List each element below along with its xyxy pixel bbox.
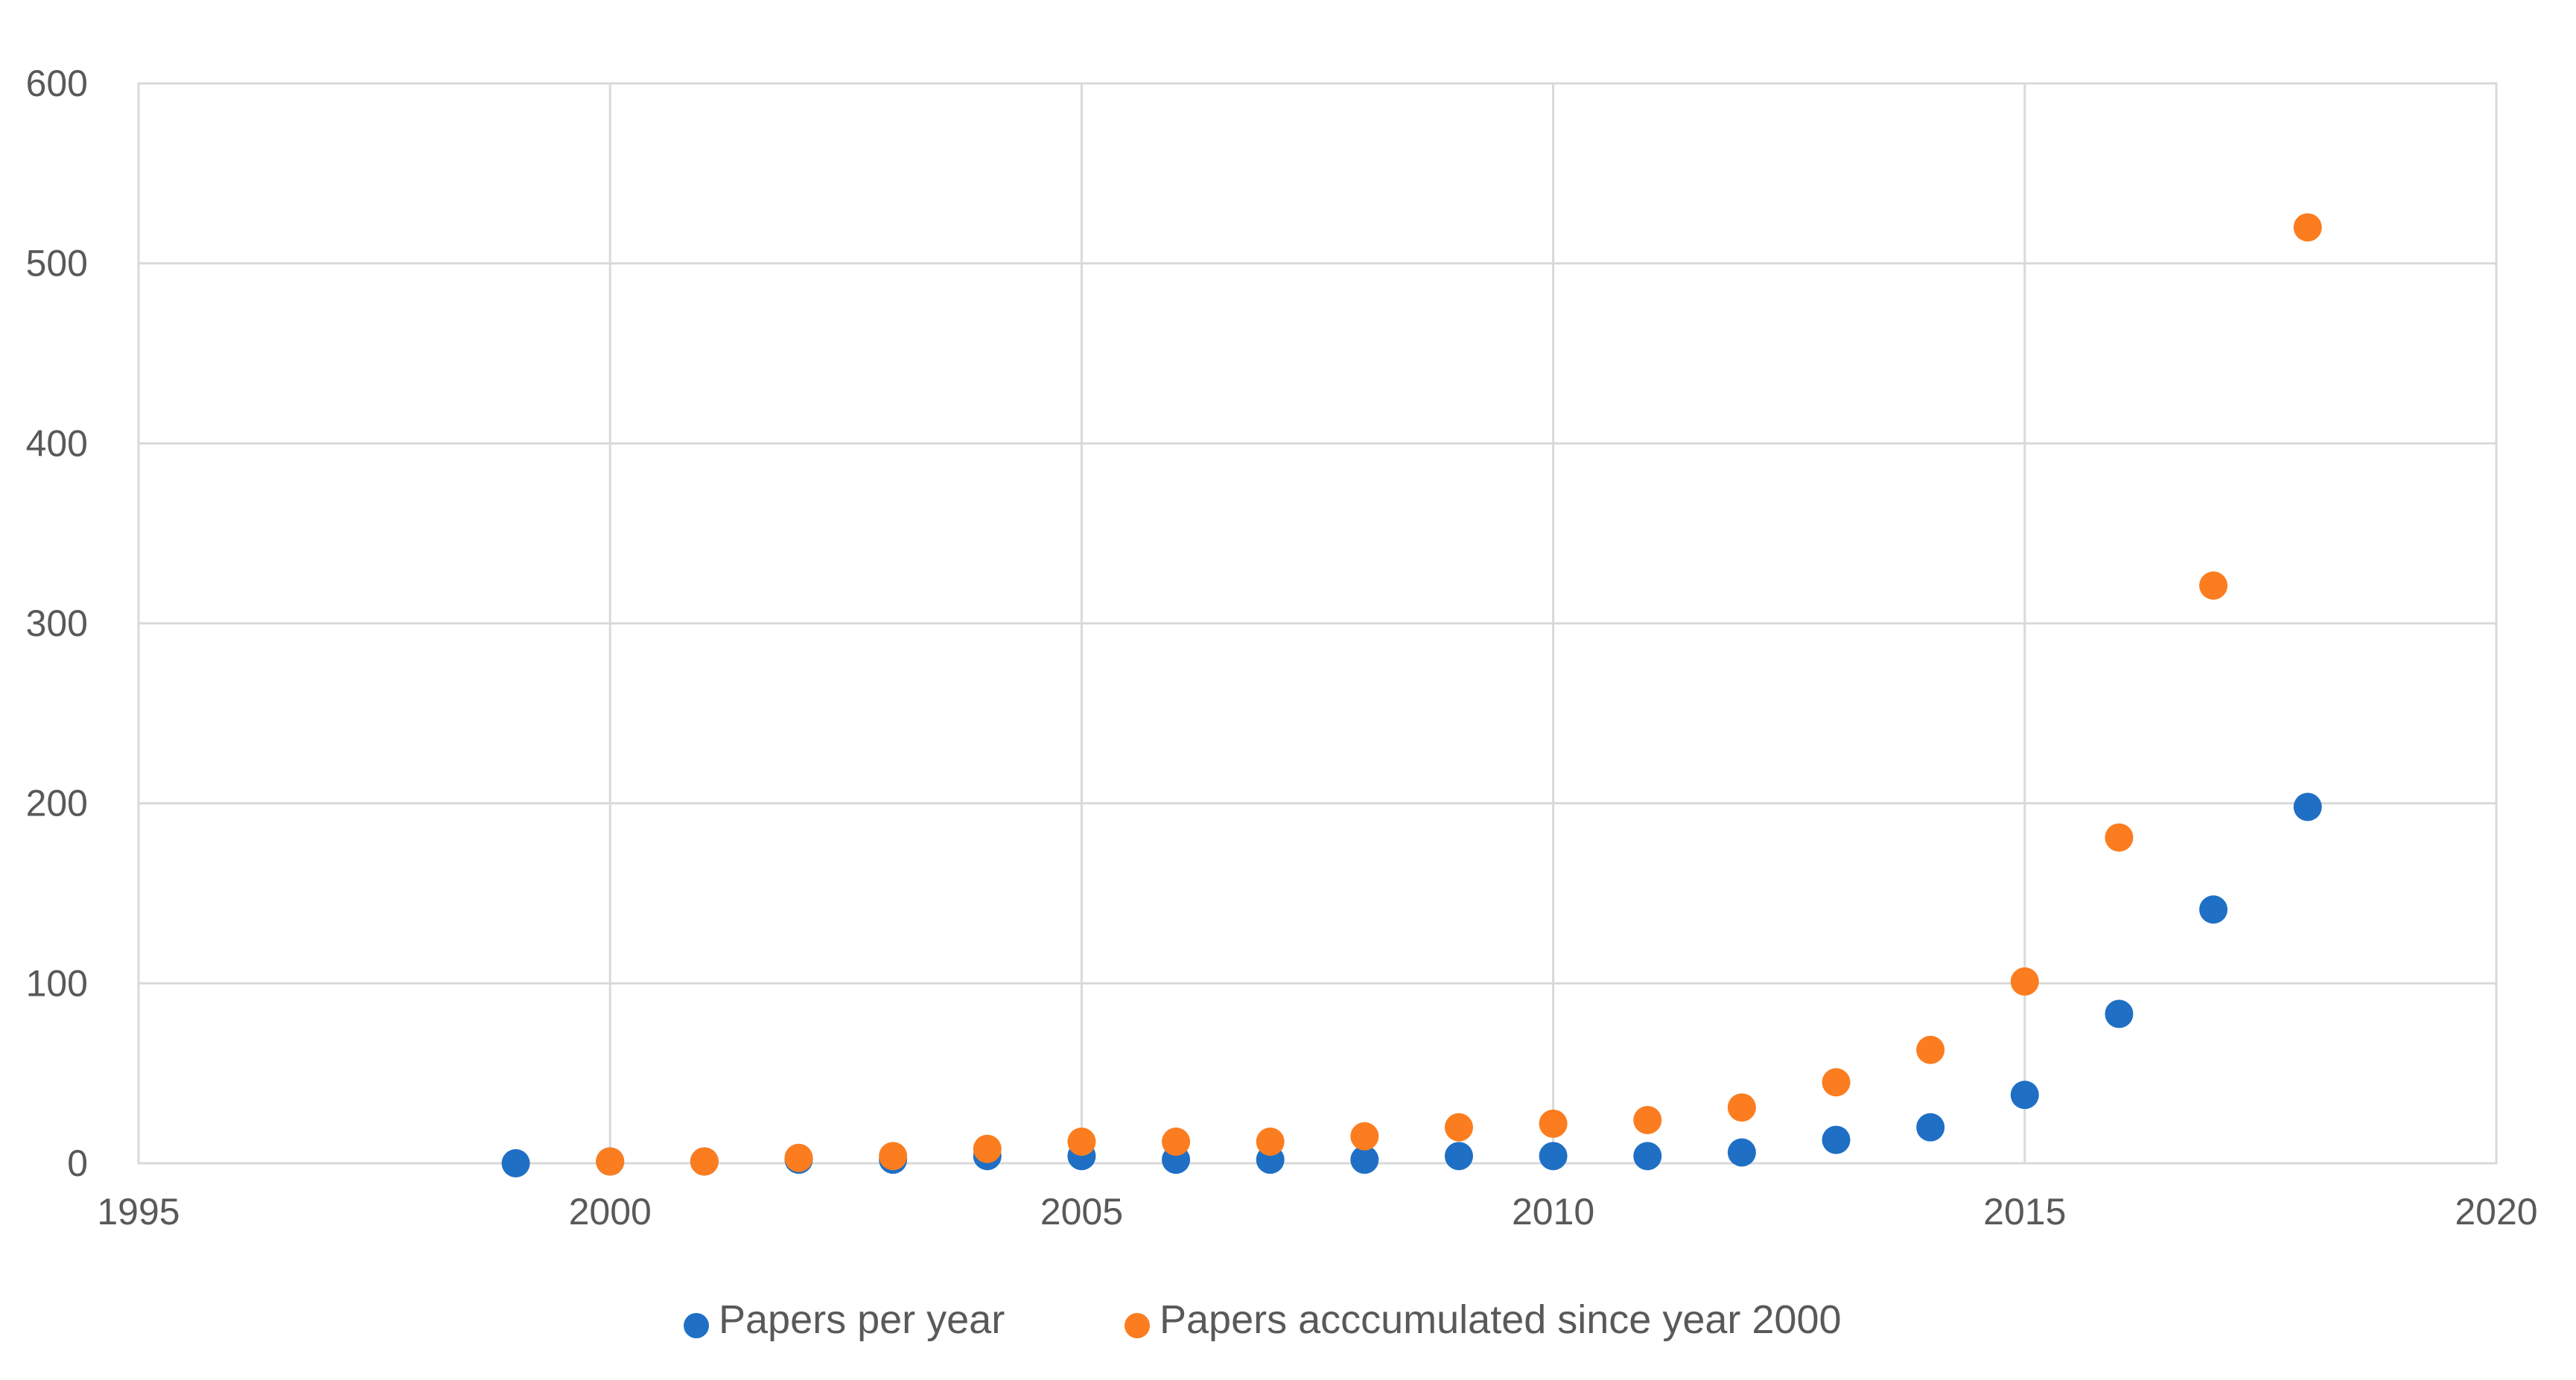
data-point — [596, 1147, 625, 1176]
data-point — [2010, 967, 2039, 996]
legend-marker — [684, 1313, 709, 1338]
plot-area-frame — [137, 82, 2498, 1165]
legend-marker — [1125, 1313, 1150, 1338]
x-tick-label: 2000 — [569, 1191, 652, 1233]
y-tick-label: 0 — [67, 1142, 88, 1184]
y-tick-label: 300 — [26, 602, 88, 644]
data-point — [1727, 1138, 1756, 1167]
data-point — [690, 1147, 719, 1176]
data-point — [1067, 1128, 1096, 1156]
y-axis-tick-labels: 0 100 200 300 400 500 600 — [26, 63, 88, 1184]
data-point — [1822, 1068, 1851, 1097]
data-point — [1162, 1128, 1191, 1156]
data-point — [1916, 1035, 1945, 1064]
data-point — [2293, 213, 2322, 242]
x-tick-label: 2015 — [1983, 1191, 2066, 1233]
legend-label: Papers acccumulated since year 2000 — [1160, 1297, 1842, 1342]
data-point — [1444, 1113, 1473, 1142]
data-point — [973, 1134, 1002, 1163]
data-point — [2199, 571, 2228, 600]
data-point — [1822, 1125, 1851, 1154]
y-tick-label: 200 — [26, 783, 88, 824]
data-point — [501, 1149, 530, 1177]
legend-item: Papers per year — [684, 1297, 1005, 1342]
data-point — [2199, 895, 2228, 924]
data-point — [2105, 823, 2134, 852]
x-tick-label: 1995 — [97, 1191, 179, 1233]
legend-item: Papers acccumulated since year 2000 — [1125, 1297, 1842, 1342]
x-tick-label: 2020 — [2455, 1191, 2537, 1233]
series-2 — [596, 213, 2322, 1176]
y-tick-label: 500 — [26, 243, 88, 284]
data-points — [501, 213, 2322, 1177]
legend: Papers per year Papers acccumulated since… — [684, 1297, 1842, 1342]
data-point — [784, 1143, 813, 1172]
data-point — [2293, 792, 2322, 821]
data-point — [1256, 1128, 1285, 1156]
data-point — [1444, 1142, 1473, 1171]
data-point — [1916, 1113, 1945, 1142]
y-tick-label: 100 — [26, 962, 88, 1004]
x-tick-label: 2010 — [1512, 1191, 1594, 1233]
data-point — [2010, 1081, 2039, 1110]
y-tick-label: 400 — [26, 422, 88, 464]
data-point — [2105, 999, 2134, 1028]
data-point — [1539, 1109, 1568, 1138]
data-point — [1539, 1142, 1568, 1171]
data-point — [1350, 1122, 1379, 1151]
data-point — [1633, 1142, 1662, 1171]
legend-label: Papers per year — [719, 1297, 1005, 1342]
data-point — [1727, 1093, 1756, 1122]
x-axis-tick-labels: 1995 2000 2005 2010 2015 2020 — [97, 1191, 2537, 1233]
data-point — [1633, 1106, 1662, 1134]
data-point — [879, 1142, 908, 1171]
x-tick-label: 2005 — [1040, 1191, 1123, 1233]
y-tick-label: 600 — [26, 63, 88, 104]
data-point — [1350, 1145, 1379, 1174]
